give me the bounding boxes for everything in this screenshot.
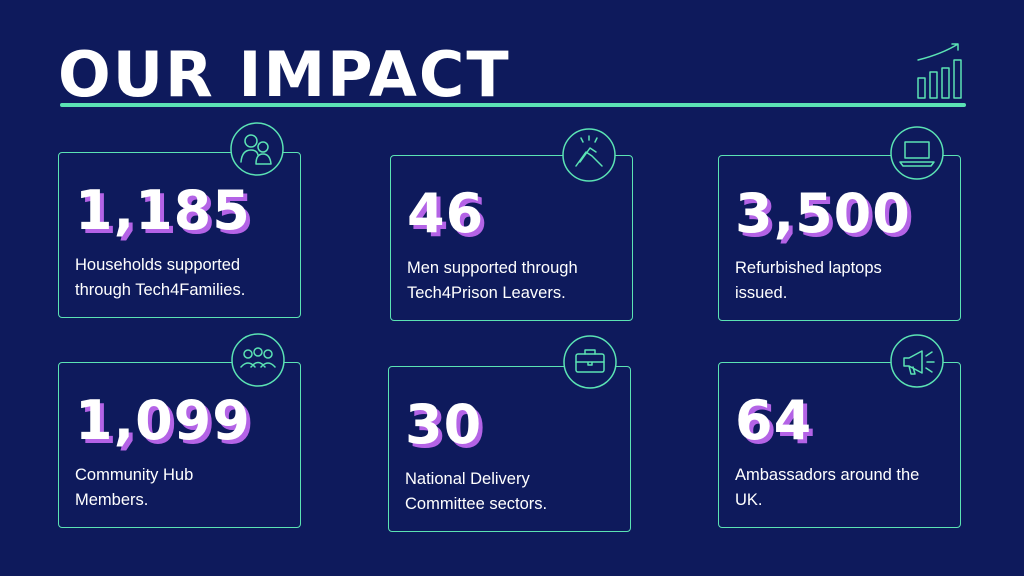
handshake-icon (562, 128, 616, 182)
briefcase-icon (563, 335, 617, 389)
stat-description: Community Hub Members. (75, 466, 194, 509)
stat-card: 30 National Delivery Committee sectors. (388, 366, 631, 532)
stat-value: 64 (735, 389, 813, 452)
stat-card: 1,099 Community Hub Members. (58, 362, 301, 528)
family-icon (230, 122, 284, 176)
stat-value: 30 (405, 393, 483, 456)
title-underline (60, 103, 966, 107)
stat-value: 1,185 (75, 179, 251, 242)
stat-value: 1,099 (75, 389, 251, 452)
stat-card: 1,185 Households supported through Tech4… (58, 152, 301, 318)
stat-value: 3,500 (735, 182, 911, 245)
stat-description: Households supported through Tech4Famili… (75, 256, 246, 299)
stat-card: 46 Men supported through Tech4Prison Lea… (390, 155, 633, 321)
stat-description: National Delivery Committee sectors. (405, 470, 548, 513)
community-icon (231, 333, 285, 387)
stat-value: 46 (407, 182, 485, 245)
stat-card: 64 Ambassadors around the UK. (718, 362, 961, 528)
stat-description: Ambassadors around the UK. (735, 466, 920, 509)
laptop-icon (890, 126, 944, 180)
stat-description: Refurbished laptops issued. (735, 259, 882, 302)
growth-icon (917, 43, 962, 99)
stat-description: Men supported through Tech4Prison Leaver… (407, 259, 578, 302)
stat-card: 3,500 Refurbished laptops issued. (718, 155, 961, 321)
megaphone-icon (890, 334, 944, 388)
title: OUR IMPACT (58, 38, 511, 111)
